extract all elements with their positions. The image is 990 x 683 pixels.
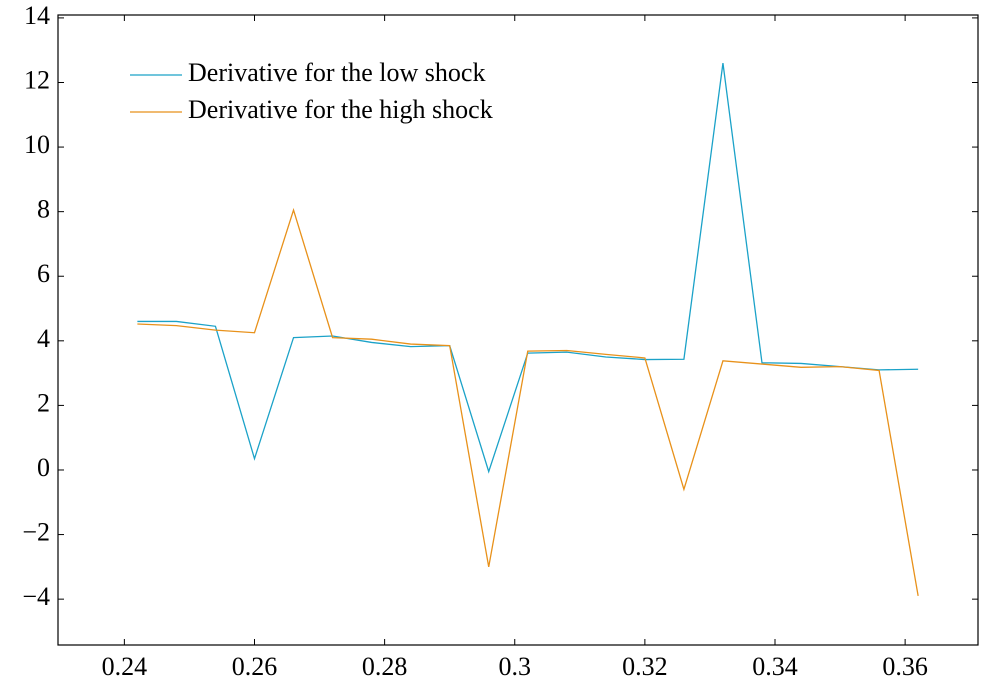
x-tick-label: 0.36	[882, 652, 928, 681]
x-tick-label: 0.24	[102, 652, 148, 681]
y-tick-label: 4	[37, 324, 50, 353]
data-line	[137, 207, 919, 597]
y-tick-label: 8	[37, 195, 50, 224]
y-tick-label: 10	[24, 130, 50, 159]
y-tick-label: 12	[24, 65, 50, 94]
y-tick-label: 0	[37, 453, 50, 482]
legend-label: Derivative for the high shock	[188, 95, 493, 124]
x-tick-label: 0.28	[362, 652, 408, 681]
x-tick-label: 0.26	[232, 652, 278, 681]
plot-frame	[57, 14, 979, 646]
x-tick-label: 0.3	[498, 652, 531, 681]
y-tick-label: 6	[37, 259, 50, 288]
y-tick-label: −2	[22, 518, 50, 547]
x-tick-label: 0.34	[752, 652, 798, 681]
data-line	[137, 63, 919, 474]
y-tick-label: 2	[37, 388, 50, 417]
x-tick-label: 0.32	[622, 652, 668, 681]
y-tick-label: 14	[24, 1, 50, 30]
y-tick-label: −4	[22, 582, 50, 611]
legend-label: Derivative for the low shock	[188, 58, 485, 87]
